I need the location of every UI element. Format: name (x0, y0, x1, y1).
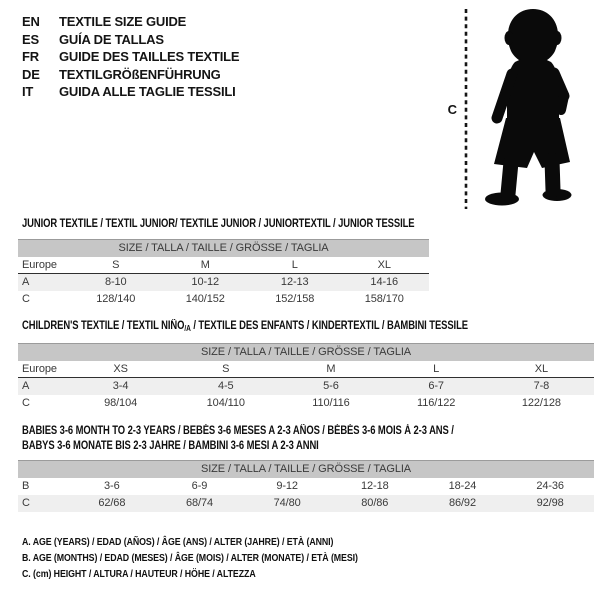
section-title-babies: BABIES 3-6 MONTH TO 2-3 YEARS / BEBÉS 3-… (22, 424, 454, 454)
lang-row-de: DE TEXTILGRÖßENFÜHRUNG (22, 66, 239, 84)
size-cell: 140/152 (185, 293, 225, 305)
size-cell: 152/158 (275, 293, 315, 305)
size-cell: 14-16 (339, 273, 429, 291)
row-label-cell: C (18, 494, 68, 512)
size-cell: 98/104 (104, 397, 138, 409)
size-cell: 5-6 (278, 377, 384, 395)
lang-row-en: EN TEXTILE SIZE GUIDE (22, 13, 239, 31)
language-title-block: EN TEXTILE SIZE GUIDE ES GUÍA DE TALLAS … (22, 13, 240, 101)
table-row-height: C 62/68 68/74 74/80 80/86 86/92 92/98 (18, 494, 594, 512)
size-cell: 128/140 (96, 293, 136, 305)
lang-label: TEXTILE SIZE GUIDE (59, 14, 187, 29)
row-label-cell: B (22, 480, 30, 492)
lang-label: GUIDA ALLE TAGLIE TESSILI (59, 84, 236, 99)
lang-code: ES (22, 31, 39, 47)
size-cell: 8-10 (71, 273, 161, 291)
row-label-cell: C (22, 293, 30, 305)
row-label-cell: A (18, 273, 71, 291)
lang-code: IT (22, 84, 34, 99)
size-cell: 122/128 (521, 397, 561, 409)
footnote-b: B. AGE (MONTHS) / EDAD (MESES) / ÂGE (MO… (22, 552, 358, 564)
size-cell: 10-12 (160, 273, 250, 291)
lang-label: GUÍA DE TALLAS (59, 31, 164, 47)
size-header-bar: SIZE / TALLA / TAILLE / GRÖSSE / TAGLIA (18, 460, 594, 478)
measure-label-c: C (447, 101, 457, 117)
size-cell: XL (488, 360, 594, 378)
table-row-height: C 98/104 104/110 110/116 116/122 122/128 (18, 395, 594, 412)
title-text: / TEXTILE DES ENFANTS / KINDERTEXTIL / B… (190, 320, 468, 332)
size-cell: 68/74 (155, 494, 244, 512)
section-title-junior: JUNIOR TEXTILE / TEXTIL JUNIOR/ TEXTILE … (22, 218, 415, 230)
figure-block: C (448, 6, 596, 212)
lang-row-es: ES GUÍA DE TALLAS (22, 31, 239, 49)
title-line-1: BABIES 3-6 MONTH TO 2-3 YEARS / BEBÉS 3-… (22, 425, 454, 437)
size-cell: 12-13 (250, 273, 340, 291)
size-cell: 86/92 (418, 494, 507, 512)
baby-silhouette-icon (464, 9, 572, 209)
row-label-cell: Europe (18, 256, 71, 274)
size-cell: S (173, 360, 279, 378)
size-cell: 104/110 (206, 397, 245, 409)
size-cell: 9-12 (276, 480, 298, 492)
table-row-height: C 128/140 140/152 152/158 158/170 (18, 291, 429, 308)
size-cell: S (71, 256, 161, 274)
size-cell: L (250, 256, 340, 274)
lang-row-it: IT GUIDA ALLE TAGLIE TESSILI (22, 83, 239, 101)
footnote-a: A. AGE (YEARS) / EDAD (AÑOS) / ÂGE (ANS)… (22, 536, 334, 548)
table-row-age: A 3-4 4-5 5-6 6-7 7-8 (18, 377, 594, 395)
row-label-cell: Europe (18, 360, 68, 378)
title-subscript: /A (184, 324, 191, 333)
size-cell: 6-7 (383, 377, 489, 395)
title-line-2: BABYS 3-6 MONATE BIS 2-3 JAHRE / BAMBINI… (22, 440, 319, 452)
size-cell: 62/68 (68, 494, 156, 512)
size-cell: XL (339, 256, 429, 274)
table-row-months: B 3-6 6-9 9-12 12-18 18-24 24-36 (18, 478, 594, 495)
babies-size-table: SIZE / TALLA / TAILLE / GRÖSSE / TAGLIA … (18, 460, 594, 512)
size-cell: 158/170 (364, 293, 404, 305)
size-header-bar: SIZE / TALLA / TAILLE / GRÖSSE / TAGLIA (18, 343, 594, 361)
size-cell: M (278, 360, 384, 378)
lang-label: TEXTILGRÖßENFÜHRUNG (59, 66, 221, 82)
size-cell: XS (68, 360, 174, 378)
footnotes-block: A. AGE (YEARS) / EDAD (AÑOS) / ÂGE (ANS)… (22, 534, 422, 582)
lang-code: EN (22, 14, 40, 29)
size-header-bar: SIZE / TALLA / TAILLE / GRÖSSE / TAGLIA (18, 239, 429, 257)
table-row-europe: Europe XS S M L XL (18, 360, 594, 378)
lang-row-fr: FR GUIDE DES TAILLES TEXTILE (22, 48, 240, 66)
section-title-children: CHILDREN'S TEXTILE / TEXTIL NIÑO/A / TEX… (22, 319, 468, 336)
row-label-cell: A (18, 377, 68, 395)
size-cell: 7-8 (488, 377, 594, 395)
lang-code: FR (22, 49, 39, 64)
junior-size-table: SIZE / TALLA / TAILLE / GRÖSSE / TAGLIA … (18, 239, 429, 308)
size-cell: 116/122 (417, 397, 456, 409)
size-cell: 18-24 (448, 480, 477, 492)
size-cell: 3-6 (104, 480, 120, 492)
row-label-cell: C (22, 397, 30, 409)
size-cell: M (160, 256, 250, 274)
size-cell: 92/98 (506, 494, 594, 512)
size-cell: L (383, 360, 489, 378)
size-cell: 12-18 (360, 480, 389, 492)
title-text: CHILDREN'S TEXTILE / TEXTIL NIÑO (22, 320, 185, 332)
size-cell: 74/80 (243, 494, 331, 512)
children-size-table: SIZE / TALLA / TAILLE / GRÖSSE / TAGLIA … (18, 343, 594, 412)
footnote-c: C. (cm) HEIGHT / ALTURA / HAUTEUR / HÖHE… (22, 568, 256, 580)
lang-label: GUIDE DES TAILLES TEXTILE (59, 49, 240, 64)
size-cell: 110/116 (312, 397, 350, 409)
size-cell: 80/86 (330, 494, 419, 512)
table-row-age: A 8-10 10-12 12-13 14-16 (18, 273, 429, 291)
size-cell: 3-4 (68, 377, 174, 395)
lang-code: DE (22, 66, 40, 82)
table-row-europe: Europe S M L XL (18, 256, 429, 274)
size-cell: 24-36 (536, 480, 564, 492)
size-cell: 6-9 (191, 480, 208, 492)
size-cell: 4-5 (173, 377, 279, 395)
